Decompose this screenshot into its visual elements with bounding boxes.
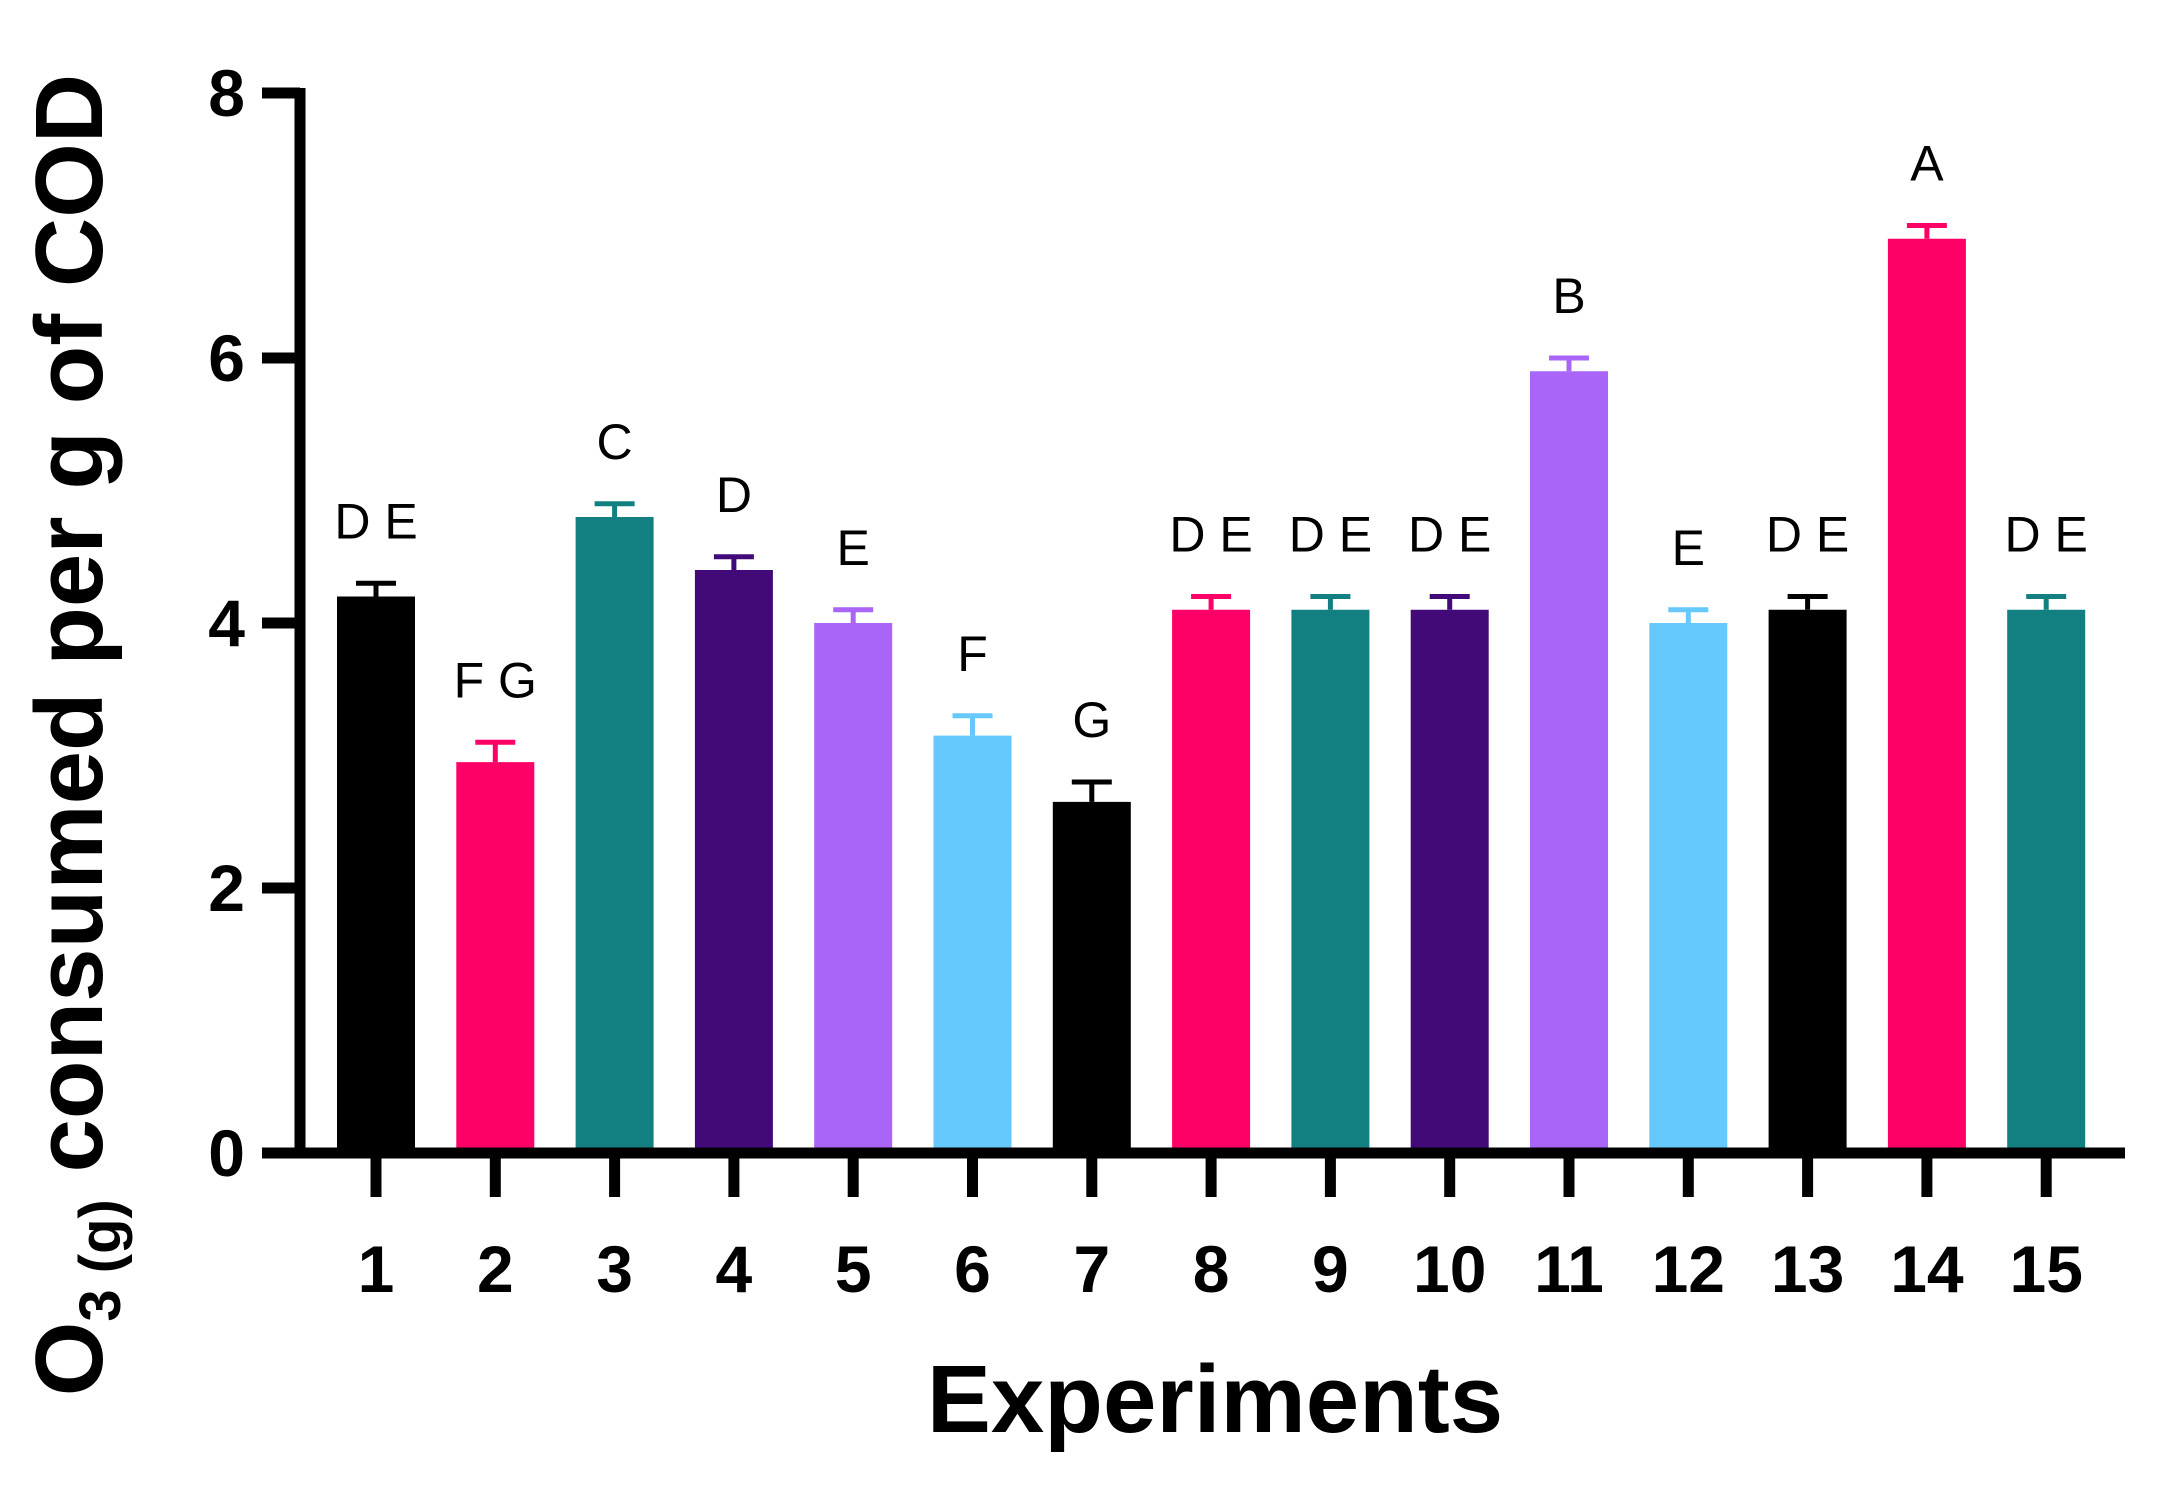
x-tick-label: 11 — [1534, 1232, 1604, 1306]
y-tick-label: 4 — [208, 586, 245, 660]
significance-letter: B — [1552, 268, 1585, 324]
significance-letter: D E — [1766, 507, 1849, 563]
x-tick-label: 3 — [596, 1232, 633, 1306]
y-axis-title: O3 (g) consumed per g of COD — [16, 74, 133, 1397]
bar — [1530, 371, 1608, 1153]
significance-letter: D E — [1289, 507, 1372, 563]
significance-letter: D E — [1169, 507, 1252, 563]
significance-letter: D E — [1408, 507, 1491, 563]
bar — [933, 735, 1012, 1153]
y-axis-title-rest: consumed per g of COD — [16, 74, 123, 1199]
y-axis-title-prefix: O — [16, 1322, 123, 1397]
y-tick-label: 0 — [208, 1116, 245, 1190]
x-tick-label: 8 — [1193, 1232, 1230, 1306]
y-tick-label: 6 — [208, 321, 245, 395]
significance-letter: C — [597, 414, 633, 470]
significance-letter: E — [1672, 520, 1705, 576]
significance-letter: E — [837, 520, 870, 576]
bar — [1768, 609, 1847, 1153]
significance-letter: A — [1910, 136, 1944, 192]
bar — [694, 570, 773, 1153]
x-tick-label: 1 — [358, 1232, 395, 1306]
x-tick-label: 9 — [1312, 1232, 1349, 1306]
x-tick-label: 10 — [1413, 1232, 1486, 1306]
x-tick-label: 7 — [1073, 1232, 1110, 1306]
bar — [814, 623, 893, 1153]
bar — [1410, 609, 1489, 1153]
significance-letter: F G — [454, 652, 537, 708]
bar — [1172, 609, 1251, 1153]
significance-letter: D — [716, 467, 752, 523]
x-axis-title: Experiments — [927, 1346, 1503, 1453]
bar — [337, 596, 415, 1153]
x-tick-label: 6 — [954, 1232, 991, 1306]
y-tick-label: 8 — [208, 56, 245, 130]
bar — [1291, 609, 1370, 1153]
x-tick-label: 4 — [716, 1232, 753, 1306]
bar — [1887, 238, 1966, 1153]
bar — [456, 762, 535, 1153]
y-tick-label: 2 — [208, 851, 245, 925]
y-axis-title-subscript: 3 (g) — [68, 1199, 133, 1321]
bars-layer: D E F G C D E F G D E D E D E B E D E A D E — [334, 136, 2088, 1153]
significance-letter: D E — [2005, 507, 2088, 563]
bar — [1649, 623, 1728, 1153]
x-tick-label: 12 — [1652, 1232, 1725, 1306]
significance-letter: G — [1072, 692, 1111, 748]
bar — [575, 517, 654, 1153]
bar — [1052, 801, 1131, 1153]
bar — [2007, 609, 2086, 1153]
x-tick-label: 5 — [835, 1232, 872, 1306]
significance-letter: D E — [334, 493, 417, 549]
x-tick-label: 14 — [1890, 1232, 1964, 1306]
x-tick-label: 15 — [2009, 1232, 2082, 1306]
x-tick-label: 2 — [477, 1232, 514, 1306]
significance-letter: F — [957, 626, 988, 682]
x-tick-label: 13 — [1771, 1232, 1844, 1306]
